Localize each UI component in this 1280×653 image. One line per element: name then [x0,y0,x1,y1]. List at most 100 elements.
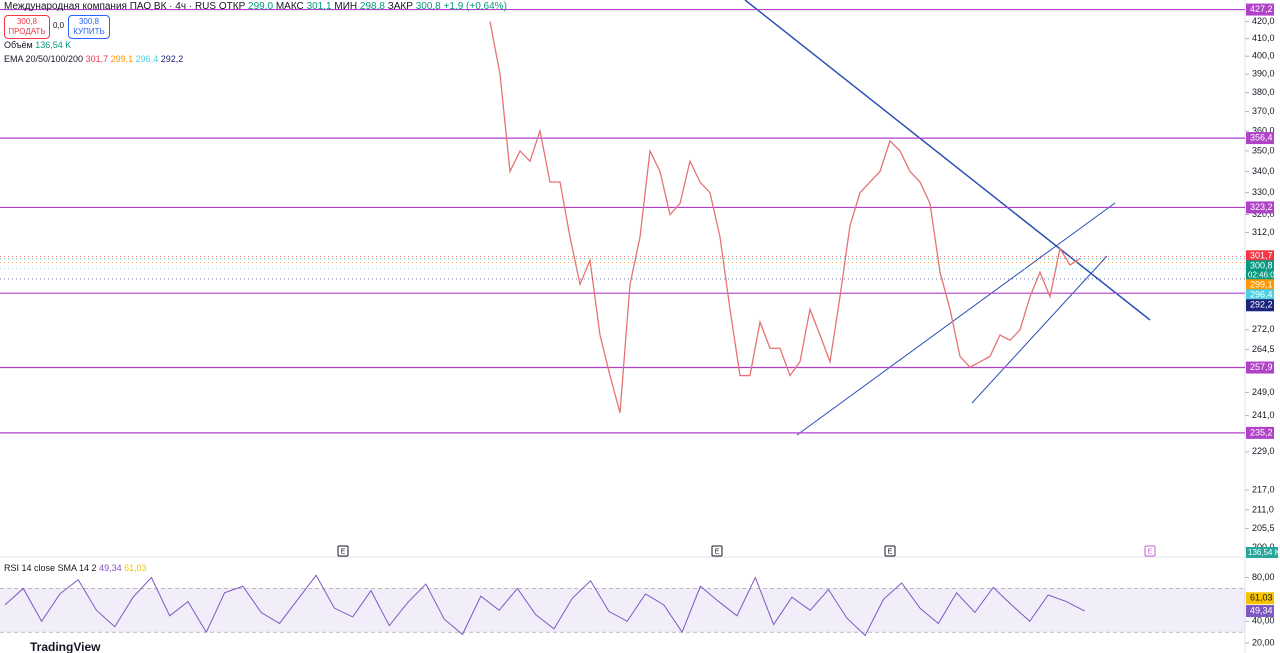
ema-value: 296,4 [135,54,159,64]
volume-label: Объём [4,40,33,50]
level-tag [1246,201,1274,214]
y-tick-label: 410,0 [1252,33,1275,43]
rsi-value-label: 49,34 [1250,605,1273,615]
event-marker [711,545,723,557]
rsi-values: 49,34 61,03 [99,563,147,573]
price-tag [1246,250,1274,263]
event-label: E [888,548,893,555]
y-tick-label: 330,0 [1252,187,1275,197]
y-tick-label: 80,00 [1252,572,1275,582]
level-label: 235,2 [1250,427,1273,437]
y-tick-label: 211,0 [1252,504,1274,514]
ema-legend: EMA 20/50/100/200 301,7 299,1 296,4 292,… [4,54,183,64]
ohlc-value: 298,8 [359,1,385,12]
event-marker [884,545,896,557]
price-label: 300,8 [1250,261,1273,271]
ohlc-value: 300,8 [415,1,441,12]
price-tag [1246,279,1274,292]
level-tag [1246,3,1274,16]
y-tick-label: 380,0 [1252,87,1275,97]
change: +1,9 (+0,64%) [443,1,507,12]
y-tick-label: 20,00 [1252,638,1275,648]
rsi-value-label: 61,03 [1250,593,1273,603]
trend-line [744,0,1151,321]
level-tag [1246,361,1274,374]
level-label: 323,2 [1250,202,1273,212]
y-tick-label: 312,0 [1252,227,1275,237]
ohlc-label: МИН [334,1,358,12]
y-tick-label: 420,0 [1252,16,1275,26]
y-tick-label: 40,00 [1252,616,1275,626]
price-label: 296,4 [1250,290,1273,300]
event-label: E [1148,548,1153,555]
ema-label: EMA 20/50/100/200 [4,54,84,64]
volume-legend: Объём 136,54 K [4,40,71,50]
ohlc-value: 301,1 [306,1,332,12]
volume-value: 136,54 K [35,40,72,50]
y-tick-label: 340,0 [1252,166,1275,176]
y-tick-label: 370,0 [1252,106,1275,116]
level-label: 356,4 [1250,132,1273,142]
ohlc-label: ОТКР [218,1,246,12]
ema-value: 292,2 [160,54,184,64]
y-tick-label: 350,0 [1252,145,1275,155]
rsi-legend-value: 49,34 [99,563,122,573]
spread: 0,0 [53,21,65,30]
ohlc-label: МАКС [275,1,304,12]
symbol: Международная компания ПАО ВК · 4ч · RUS [4,1,217,12]
event-marker [337,545,349,557]
rsi-band [0,588,1245,633]
event-marker [1144,545,1156,557]
event-label: E [715,548,720,555]
volume-label: 136,54 K [1248,548,1280,557]
price-tag [1246,289,1274,302]
y-tick-label: 360,0 [1252,125,1275,135]
sell-button[interactable]: 300,8 ПРОДАТЬ [4,15,50,39]
event-label: E [341,548,346,555]
volume-tag [1246,547,1278,558]
price-tag [1246,260,1274,282]
y-tick-label: 217,0 [1252,484,1275,494]
ohlc-value: 299,0 [248,1,274,12]
rsi-tag [1246,592,1274,605]
ohlc-label: ЗАКР [387,1,413,12]
y-tick-label: 205,5 [1252,523,1275,533]
price-line [489,21,1081,413]
price-tag [1246,299,1274,312]
price-label: 299,1 [1250,280,1273,290]
rsi-legend-value: 61,03 [124,563,147,573]
countdown-label: 02:46:00 [1248,270,1280,279]
ema-values: 301,7 299,1 296,4 292,2 [86,54,184,64]
rsi-line [4,574,1085,637]
level-tag [1246,426,1274,439]
level-tag [1246,132,1274,145]
y-tick-label: 390,0 [1252,69,1275,79]
trend-line [971,255,1108,404]
buy-button[interactable]: 300,8 КУПИТЬ [68,15,110,39]
price-label: 292,2 [1250,300,1273,310]
ema-value: 299,1 [110,54,134,64]
level-label: 427,2 [1250,4,1273,14]
y-tick-label: 249,0 [1252,387,1275,397]
buy-label: КУПИТЬ [73,27,105,36]
y-tick-label: 241,0 [1252,410,1275,420]
buy-price: 300,8 [78,17,100,26]
sell-label: ПРОДАТЬ [8,27,46,36]
y-tick-label: 400,0 [1252,51,1275,61]
y-tick-label: 320,0 [1252,209,1275,219]
sell-price: 300,8 [16,17,38,26]
ema-value: 301,7 [85,54,109,64]
y-tick-label: 264,5 [1252,344,1275,354]
rsi-title: RSI 14 close SMA 14 2 [4,563,97,573]
y-tick-label: 229,0 [1252,446,1275,456]
symbol-row: Международная компания ПАО ВК · 4ч · RUS… [4,1,507,12]
trend-line [796,202,1116,436]
price-label: 301,7 [1250,251,1273,261]
rsi-legend: RSI 14 close SMA 14 2 49,34 61,03 [4,563,147,573]
rsi-tag [1246,605,1274,618]
brand: TradingView [30,640,101,653]
ohlc: ОТКР 299,0 МАКС 301,1 МИН 298,8 ЗАКР 300… [219,1,444,12]
